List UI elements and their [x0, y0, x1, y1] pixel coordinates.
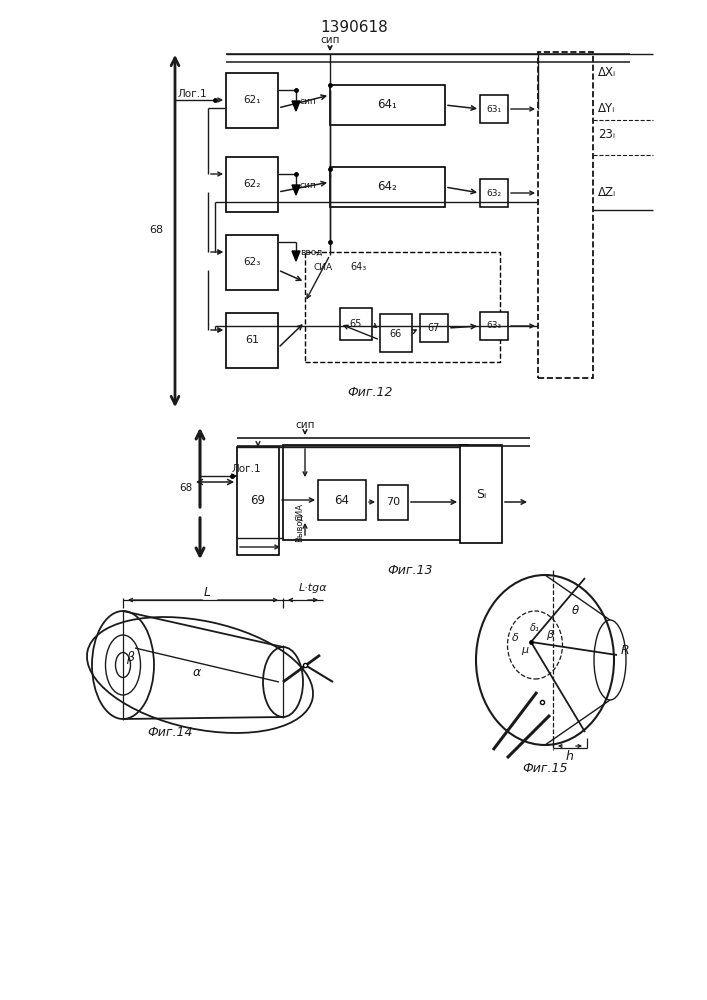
- Text: сип: сип: [320, 35, 340, 45]
- Text: ввод: ввод: [300, 247, 322, 256]
- Text: ΔYᵢ: ΔYᵢ: [598, 103, 615, 115]
- Bar: [318, 480, 366, 520]
- Text: β: β: [547, 630, 554, 640]
- Text: сип: сип: [300, 182, 317, 190]
- Text: 64₁: 64₁: [377, 99, 397, 111]
- Text: 23ᵢ: 23ᵢ: [598, 128, 615, 141]
- Text: α: α: [193, 666, 201, 678]
- Text: L: L: [204, 585, 211, 598]
- Text: 70: 70: [386, 497, 400, 507]
- Text: 64: 64: [334, 493, 349, 506]
- Polygon shape: [292, 101, 300, 111]
- Text: L·tgα: L·tgα: [298, 583, 327, 593]
- Text: сип: сип: [296, 420, 315, 430]
- Polygon shape: [292, 185, 300, 195]
- Text: Вывод: Вывод: [296, 514, 305, 542]
- Text: СИА: СИА: [313, 262, 332, 271]
- Text: 63₂: 63₂: [486, 188, 501, 198]
- Bar: [226, 235, 278, 290]
- Bar: [237, 447, 279, 555]
- Text: μ: μ: [522, 645, 529, 655]
- Text: R: R: [621, 644, 629, 656]
- Text: Фиг.15: Фиг.15: [522, 762, 568, 774]
- Text: h: h: [565, 750, 573, 762]
- Text: 63₁: 63₁: [486, 104, 501, 113]
- Text: 64₃: 64₃: [350, 262, 366, 272]
- Bar: [305, 252, 500, 362]
- Text: Фиг.13: Фиг.13: [387, 564, 433, 576]
- Bar: [538, 52, 593, 378]
- Bar: [480, 312, 508, 340]
- Text: δ: δ: [512, 633, 518, 643]
- Text: 69: 69: [250, 493, 266, 506]
- Text: 61: 61: [245, 335, 259, 345]
- Bar: [340, 308, 372, 340]
- Bar: [330, 85, 445, 125]
- Bar: [380, 314, 412, 352]
- Bar: [226, 73, 278, 128]
- Text: 64₂: 64₂: [377, 180, 397, 194]
- Text: 63₃: 63₃: [486, 322, 501, 330]
- Bar: [460, 445, 502, 543]
- Text: Фиг.12: Фиг.12: [347, 386, 393, 399]
- Text: Лог.1: Лог.1: [177, 89, 207, 99]
- Text: СИА: СИА: [296, 503, 305, 521]
- Text: 62₁: 62₁: [243, 95, 261, 105]
- Text: 1390618: 1390618: [320, 19, 388, 34]
- Polygon shape: [292, 251, 300, 261]
- Text: 67: 67: [428, 323, 440, 333]
- Text: 66: 66: [390, 329, 402, 339]
- Bar: [480, 179, 508, 207]
- Text: 68: 68: [149, 225, 163, 235]
- Text: Фиг.14: Фиг.14: [147, 726, 193, 738]
- Bar: [283, 445, 468, 540]
- Text: 62₃: 62₃: [243, 257, 261, 267]
- Text: θ: θ: [571, 603, 578, 616]
- Text: сип: сип: [300, 98, 317, 106]
- Text: 65: 65: [350, 319, 362, 329]
- Text: 68: 68: [179, 483, 192, 493]
- Text: ΔZᵢ: ΔZᵢ: [598, 186, 616, 200]
- Text: β: β: [126, 652, 134, 664]
- Text: Лог.1: Лог.1: [232, 464, 262, 474]
- Text: 62₂: 62₂: [243, 179, 261, 189]
- Text: Sᵢ: Sᵢ: [476, 488, 486, 500]
- Text: ΔXᵢ: ΔXᵢ: [598, 66, 616, 79]
- Bar: [378, 485, 408, 520]
- Bar: [480, 95, 508, 123]
- Text: δ₁: δ₁: [530, 623, 540, 633]
- Bar: [226, 157, 278, 212]
- Bar: [226, 313, 278, 368]
- Bar: [330, 167, 445, 207]
- Bar: [420, 314, 448, 342]
